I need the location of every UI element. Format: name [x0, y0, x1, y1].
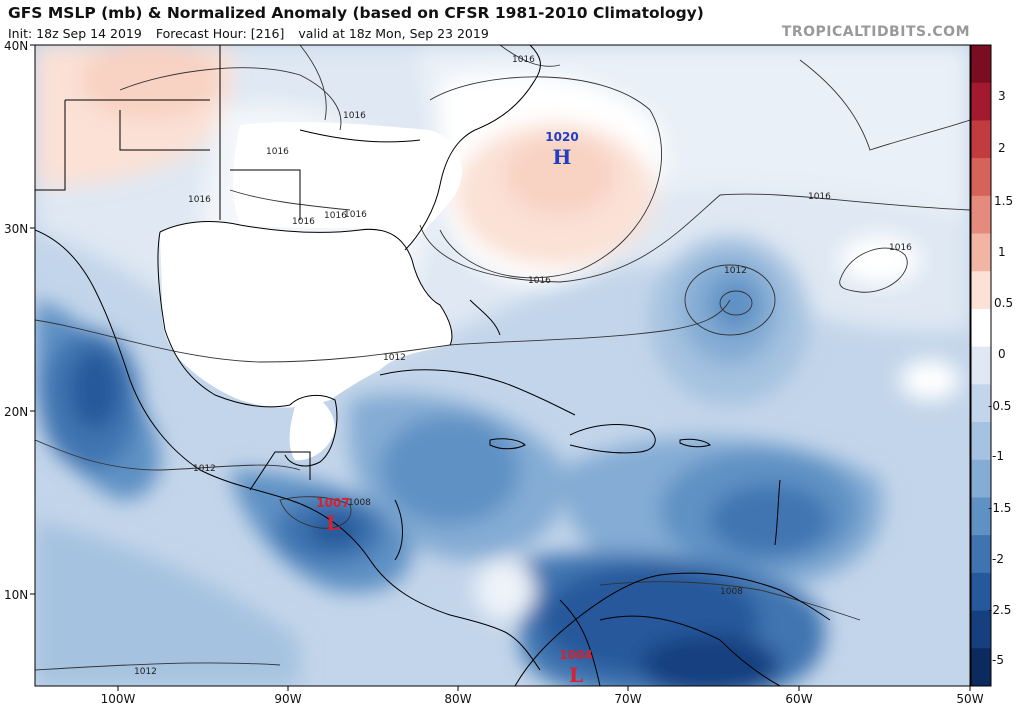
colorbar-swatch: [971, 535, 991, 574]
colorbar-label: 3: [998, 89, 1006, 103]
lon-label: 70W: [614, 692, 641, 706]
low-letter: L: [326, 511, 340, 535]
colorbar-label: -1: [992, 449, 1004, 463]
colorbar-label: 2: [998, 141, 1006, 155]
masked-land: [160, 122, 462, 461]
longitude-axis: 100W 90W 80W 70W 60W 50W: [101, 686, 984, 706]
map-frame: [34, 44, 971, 687]
lat-label: 10N: [4, 588, 28, 602]
lon-label: 100W: [101, 692, 136, 706]
contour-label: 1016: [266, 147, 289, 157]
colorbar-frame: [970, 44, 992, 687]
low-center-honduras: 1007 L: [316, 496, 349, 535]
lat-label: 40N: [4, 39, 28, 53]
init-time: Init: 18z Sep 14 2019: [8, 26, 142, 41]
high-letter: H: [553, 145, 572, 169]
colorbar-swatch: [971, 422, 991, 461]
lon-label: 60W: [785, 692, 812, 706]
colorbar-swatch: [971, 271, 991, 310]
contour-label: 1012: [193, 464, 216, 474]
colorbar-label: -2: [992, 552, 1004, 566]
low-center-colombia: 1004 L: [559, 648, 592, 687]
map-title: GFS MSLP (mb) & Normalized Anomaly (base…: [8, 4, 704, 22]
colorbar-swatch: [971, 497, 991, 536]
colorbar-swatch: [971, 308, 991, 348]
contour-label: 1016: [528, 276, 551, 286]
low-letter: L: [569, 663, 583, 687]
forecast-hour: Forecast Hour: [216]: [155, 26, 285, 41]
colorbar: [970, 44, 992, 687]
colorbar-swatch: [971, 45, 991, 84]
colorbar-label: -5: [992, 653, 1004, 667]
contour-label: 1008: [348, 498, 371, 508]
isobars: [35, 45, 970, 671]
contour-label: 1016: [808, 192, 831, 202]
colorbar-swatch: [971, 233, 991, 272]
colorbar-label: 0.5: [994, 296, 1013, 310]
colorbar-swatch: [971, 120, 991, 159]
colorbar-swatch: [971, 158, 991, 197]
colorbar-swatch: [971, 82, 991, 121]
colorbar-labels: 3 2 1.5 1 0.5 0 -0.5 -1 -1.5 -2 -2.5 -3 …: [988, 89, 1013, 667]
contour-label: 1012: [383, 353, 406, 363]
colorbar-swatch: [971, 459, 991, 498]
colorbar-swatch: [971, 610, 991, 649]
contour-label: 1016: [512, 55, 535, 65]
lon-label: 50W: [956, 692, 983, 706]
contour-label: 1016: [343, 111, 366, 121]
contour-label: 1016: [292, 217, 315, 227]
colorbar-label: 0: [998, 347, 1006, 361]
contour-label: 1016: [324, 211, 347, 221]
lon-label: 80W: [444, 692, 471, 706]
contour-label: 1012: [724, 266, 747, 276]
contour-label: 1008: [720, 587, 743, 597]
high-value: 1020: [545, 130, 578, 144]
contour-labels: 1016 1016 1016 1016 1016 1016 1016 1016 …: [134, 55, 912, 677]
colorbar-swatch: [971, 346, 991, 385]
valid-time: valid at 18z Mon, Sep 23 2019: [298, 26, 489, 41]
low-value: 1007: [316, 496, 349, 510]
colorbar-swatch: [971, 648, 991, 687]
lat-label: 20N: [4, 405, 28, 419]
map-subtitle: Init: 18z Sep 14 2019 Forecast Hour: [21…: [8, 26, 499, 41]
colorbar-label: 1.5: [994, 194, 1013, 208]
colorbar-label: -0.5: [988, 399, 1011, 413]
contour-label: 1016: [188, 195, 211, 205]
brand-logo[interactable]: TROPICALTIDBITS.COM: [781, 24, 970, 40]
map-area: 1016 1016 1016 1016 1016 1016 1016 1016 …: [35, 45, 970, 687]
lat-label: 30N: [4, 222, 28, 236]
lon-label: 90W: [274, 692, 301, 706]
contour-label: 1016: [889, 243, 912, 253]
colorbar-swatch: [971, 195, 991, 235]
colorbar-label: -2.5: [988, 603, 1011, 617]
colorbar-swatch: [971, 384, 991, 423]
colorbar-swatch: [971, 572, 991, 612]
contour-label: 1016: [344, 210, 367, 220]
contour-label: 1012: [134, 667, 157, 677]
colorbar-label: 1: [998, 245, 1006, 259]
colorbar-label: -1.5: [988, 501, 1011, 515]
high-center: 1020 H: [545, 130, 578, 169]
low-value: 1004: [559, 648, 592, 662]
coastlines: [35, 45, 831, 686]
latitude-axis: 40N 30N 20N 10N: [4, 39, 35, 602]
